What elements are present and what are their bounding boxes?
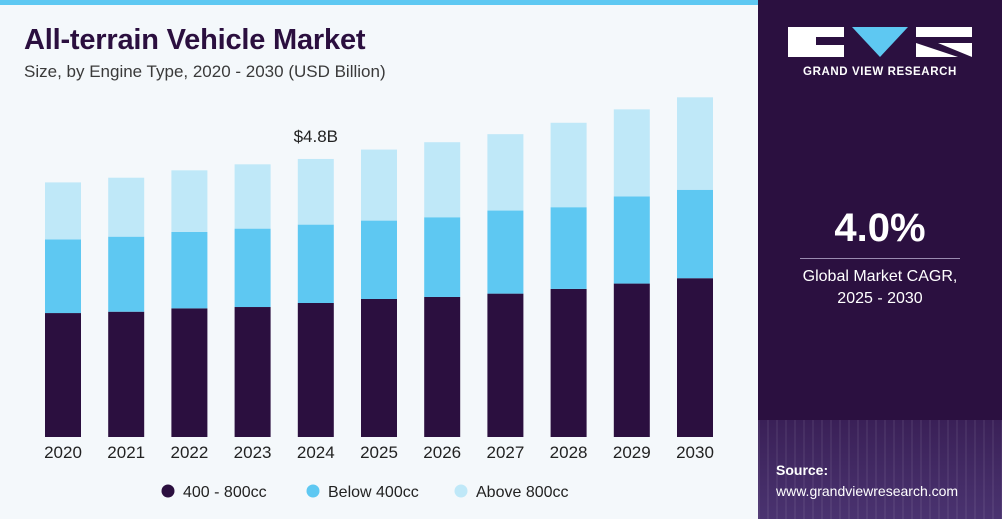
bar-2024-series-2 bbox=[297, 158, 334, 225]
bar-2029-series-2 bbox=[613, 109, 650, 197]
bar-2020-series-2 bbox=[45, 182, 81, 240]
bar-2022-series-0 bbox=[171, 308, 208, 437]
stacked-bar-chart: 2020 2021 2022 2023 2024 $4.8B 2025 2026 2027 202… bbox=[44, 97, 714, 501]
grand-view-research-logo-icon bbox=[788, 27, 972, 57]
legend-swatch bbox=[161, 484, 175, 498]
legend-swatch bbox=[454, 484, 468, 498]
legend-label: Above 800cc bbox=[476, 484, 569, 501]
bar-2030-series-0 bbox=[677, 278, 713, 437]
bar-2030-series-2 bbox=[677, 97, 713, 190]
legend-label: 400 - 800cc bbox=[183, 484, 267, 501]
accent-bar bbox=[0, 0, 758, 5]
bar-2028-series-2 bbox=[550, 122, 587, 208]
bar-2022-series-1 bbox=[171, 231, 208, 309]
bar-2025-series-1 bbox=[361, 220, 397, 299]
cagr-label-line2: 2025 - 2030 bbox=[837, 290, 923, 307]
chart-title: All-terrain Vehicle Market bbox=[24, 24, 366, 56]
bar-2026-series-0 bbox=[424, 296, 461, 437]
sidebar: GRAND VIEW RESEARCH 4.0% Global Market C… bbox=[758, 0, 1002, 519]
bar-2020-series-1 bbox=[45, 239, 81, 314]
bar-2026-series-1 bbox=[424, 217, 461, 297]
bar-2021-series-1 bbox=[108, 236, 145, 312]
x-tick-label: 2028 bbox=[550, 443, 588, 462]
sidebar-footer bbox=[758, 420, 1002, 519]
bar-2023-series-2 bbox=[234, 164, 271, 229]
x-tick-label: 2026 bbox=[423, 443, 461, 462]
bar-2023-series-1 bbox=[234, 228, 271, 308]
bar-2024-series-1 bbox=[297, 224, 334, 303]
chart-subtitle: Size, by Engine Type, 2020 - 2030 (USD B… bbox=[24, 62, 386, 81]
bar-2020-series-0 bbox=[45, 313, 81, 437]
bar-2021-series-0 bbox=[108, 311, 145, 437]
bar-2029-series-0 bbox=[613, 283, 650, 437]
bar-2022-series-2 bbox=[171, 170, 208, 232]
data-label: $4.8B bbox=[294, 127, 338, 146]
brand-name: GRAND VIEW RESEARCH bbox=[803, 66, 957, 78]
bar-2027-series-2 bbox=[487, 134, 524, 211]
cagr-divider bbox=[800, 258, 960, 259]
bar-2027-series-0 bbox=[487, 293, 524, 437]
bar-2025-series-0 bbox=[361, 298, 397, 437]
source-label: Source: bbox=[776, 462, 829, 478]
bar-2030-series-1 bbox=[677, 189, 713, 279]
x-tick-label: 2021 bbox=[107, 443, 145, 462]
x-tick-label: 2023 bbox=[234, 443, 272, 462]
x-tick-label: 2024 bbox=[297, 443, 335, 462]
bar-2027-series-1 bbox=[487, 210, 524, 294]
bar-2026-series-2 bbox=[424, 142, 461, 218]
bar-2021-series-2 bbox=[108, 177, 145, 237]
x-tick-label: 2029 bbox=[613, 443, 651, 462]
x-tick-label: 2027 bbox=[486, 443, 524, 462]
bar-2025-series-2 bbox=[361, 149, 397, 221]
x-tick-label: 2025 bbox=[360, 443, 398, 462]
bar-2028-series-0 bbox=[550, 288, 587, 437]
legend-label: Below 400cc bbox=[328, 484, 419, 501]
cagr-value: 4.0% bbox=[834, 206, 926, 250]
bar-2024-series-0 bbox=[297, 303, 334, 437]
bar-2028-series-1 bbox=[550, 207, 587, 289]
bar-2023-series-0 bbox=[234, 307, 271, 437]
source-link[interactable]: www.grandviewresearch.com bbox=[776, 483, 959, 499]
x-tick-label: 2030 bbox=[676, 443, 714, 462]
cagr-label: Global Market CAGR, 2025 - 2030 bbox=[758, 266, 1002, 310]
legend-swatch bbox=[306, 484, 320, 498]
cagr-label-line1: Global Market CAGR, bbox=[802, 268, 958, 285]
x-tick-label: 2020 bbox=[44, 443, 82, 462]
bar-2029-series-1 bbox=[613, 196, 650, 284]
x-tick-label: 2022 bbox=[170, 443, 208, 462]
